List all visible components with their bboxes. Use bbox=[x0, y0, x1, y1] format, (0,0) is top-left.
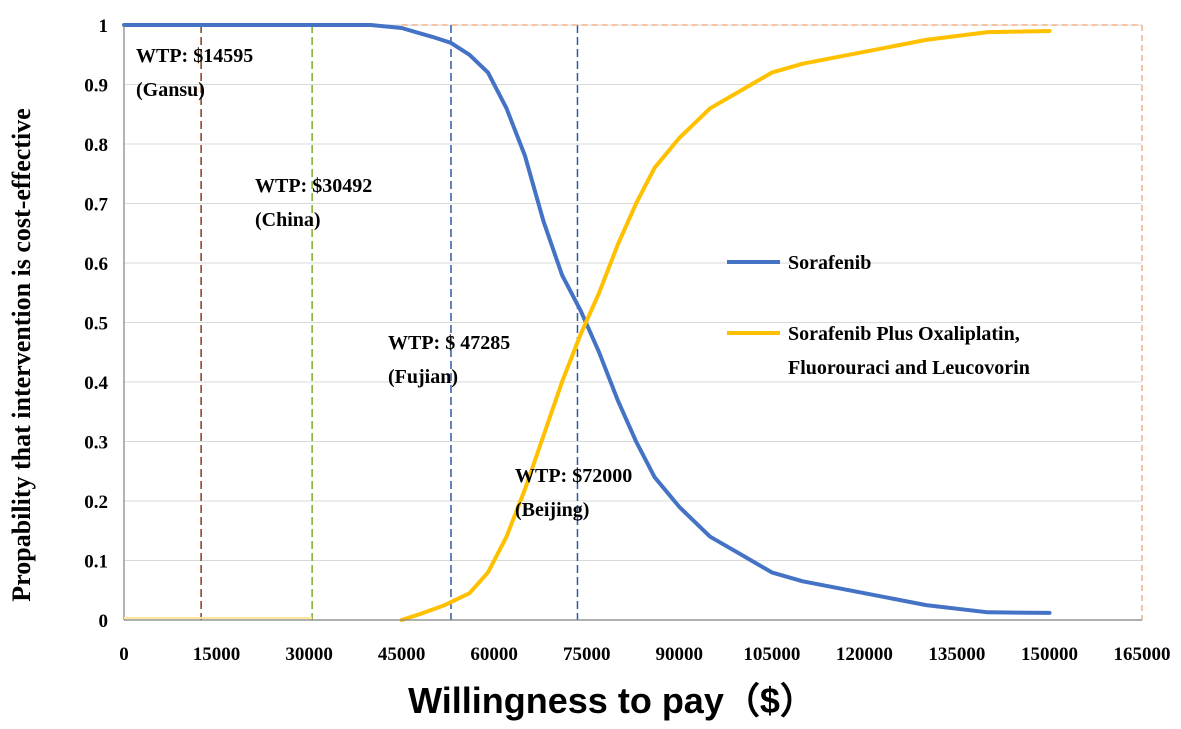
x-axis-title: Willingness to pay（$） bbox=[408, 680, 816, 721]
tick-labels: 0 0.1 0.2 0.3 0.4 0.5 0.6 0.7 0.8 0.9 1 0 15000 30000… bbox=[84, 16, 1170, 665]
series-line bbox=[399, 29, 1052, 622]
wtp-annotation: (Fujian) bbox=[388, 366, 458, 388]
x-tick-label: 120000 bbox=[836, 644, 893, 665]
y-tick-label: 0.9 bbox=[84, 76, 108, 97]
x-tick-label: 15000 bbox=[193, 644, 241, 665]
x-tick-label: 105000 bbox=[743, 644, 800, 665]
wtp-annotations: WTP: $14595 (Gansu) WTP: $30492 (China) WTP:… bbox=[136, 45, 632, 521]
legend-label: Sorafenib bbox=[788, 252, 871, 274]
y-tick-label: 0.5 bbox=[84, 314, 108, 335]
x-tick-label: 0 bbox=[119, 644, 129, 665]
wtp-annotation: (Beijing) bbox=[515, 499, 589, 521]
wtp-lines bbox=[200, 25, 579, 620]
y-tick-label: 0.3 bbox=[84, 433, 108, 454]
y-tick-label: 0.2 bbox=[84, 492, 108, 513]
y-tick-label: 1 bbox=[99, 16, 109, 37]
wtp-annotation: WTP: $30492 bbox=[255, 175, 372, 197]
x-tick-label: 75000 bbox=[563, 644, 611, 665]
y-tick-label: 0.4 bbox=[84, 373, 108, 394]
wtp-annotation: WTP: $ 47285 bbox=[388, 332, 510, 354]
y-tick-label: 0 bbox=[99, 611, 109, 632]
legend: Sorafenib Sorafenib Plus Oxaliplatin, Fluo… bbox=[727, 252, 1030, 379]
legend-label: Fluorouraci and Leucovorin bbox=[788, 357, 1030, 379]
x-tick-label: 30000 bbox=[285, 644, 333, 665]
x-tick-label: 165000 bbox=[1114, 644, 1171, 665]
wtp-annotation: (China) bbox=[255, 209, 321, 231]
x-tick-label: 150000 bbox=[1021, 644, 1078, 665]
x-tick-label: 45000 bbox=[378, 644, 426, 665]
x-tick-label: 60000 bbox=[470, 644, 518, 665]
wtp-annotation: WTP: $14595 bbox=[136, 45, 253, 67]
y-tick-label: 0.7 bbox=[84, 195, 108, 216]
legend-label: Sorafenib Plus Oxaliplatin, bbox=[788, 323, 1020, 345]
y-tick-label: 0.6 bbox=[84, 254, 108, 275]
x-tick-label: 135000 bbox=[928, 644, 985, 665]
axes bbox=[123, 24, 1143, 621]
y-axis-title: Propability that intervention is cost-ef… bbox=[7, 108, 36, 601]
x-tick-label: 90000 bbox=[656, 644, 704, 665]
series-lines bbox=[122, 23, 1052, 622]
wtp-annotation: (Gansu) bbox=[136, 79, 205, 101]
y-tick-label: 0.1 bbox=[84, 552, 108, 573]
series-line bbox=[122, 23, 1052, 615]
wtp-annotation: WTP: $72000 bbox=[515, 465, 632, 487]
gridlines bbox=[124, 24, 1142, 561]
y-tick-label: 0.8 bbox=[84, 135, 108, 156]
